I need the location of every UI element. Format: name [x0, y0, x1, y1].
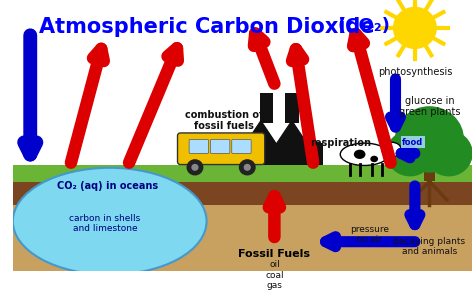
- Bar: [13, 204, 472, 272]
- Text: (CO₂): (CO₂): [337, 17, 390, 35]
- Text: oil
coal
gas: oil coal gas: [265, 260, 284, 290]
- Polygon shape: [246, 121, 323, 144]
- Bar: [285, 93, 299, 123]
- Ellipse shape: [340, 143, 389, 166]
- Text: decaying plants
and animals: decaying plants and animals: [393, 237, 465, 256]
- Text: Atmospheric Carbon Dioxide: Atmospheric Carbon Dioxide: [39, 17, 374, 37]
- Text: pressure: pressure: [350, 225, 389, 234]
- Ellipse shape: [370, 156, 378, 162]
- FancyBboxPatch shape: [232, 140, 251, 153]
- Bar: [424, 153, 435, 181]
- Text: Fossil Fuels: Fossil Fuels: [238, 249, 310, 259]
- Circle shape: [387, 131, 433, 176]
- Text: CO₂ (aq) in oceans: CO₂ (aq) in oceans: [57, 181, 158, 191]
- FancyBboxPatch shape: [189, 140, 209, 153]
- Text: respiration: respiration: [310, 138, 371, 147]
- Circle shape: [187, 160, 203, 175]
- Bar: [13, 182, 472, 204]
- Ellipse shape: [382, 142, 401, 157]
- Text: carbon in shells
and limestone: carbon in shells and limestone: [69, 214, 140, 233]
- Circle shape: [192, 164, 198, 170]
- Bar: [260, 93, 273, 123]
- Bar: [13, 166, 472, 182]
- Text: glucose in
green plants: glucose in green plants: [399, 96, 460, 117]
- Circle shape: [239, 160, 255, 175]
- Circle shape: [426, 131, 472, 176]
- Ellipse shape: [13, 168, 207, 275]
- Text: combustion of
fossil fuels: combustion of fossil fuels: [185, 110, 263, 131]
- FancyBboxPatch shape: [210, 140, 230, 153]
- Bar: [246, 144, 323, 166]
- Ellipse shape: [354, 150, 365, 159]
- FancyBboxPatch shape: [178, 133, 264, 164]
- Text: no air: no air: [356, 235, 383, 244]
- Circle shape: [393, 7, 436, 48]
- Circle shape: [395, 107, 463, 172]
- Circle shape: [245, 164, 250, 170]
- Text: photosynthesis: photosynthesis: [378, 67, 452, 77]
- Text: food: food: [402, 138, 424, 147]
